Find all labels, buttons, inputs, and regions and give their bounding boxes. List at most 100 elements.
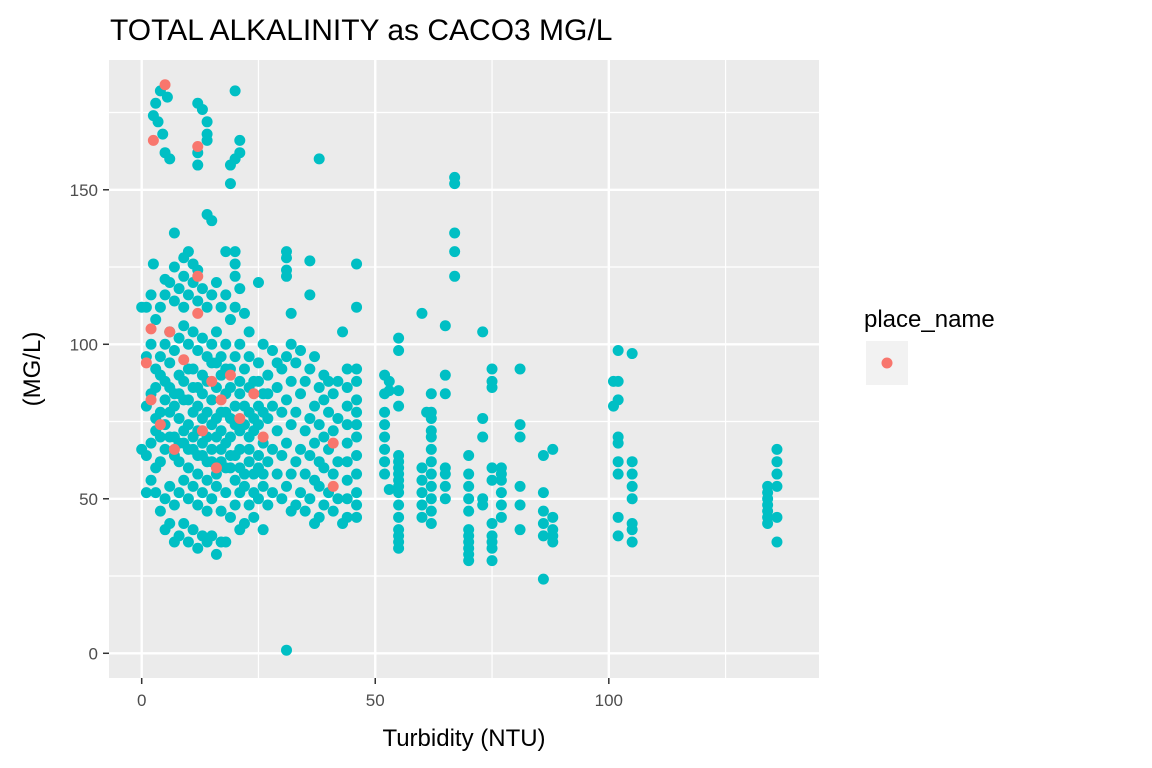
data-point-district-of-columbia	[173, 487, 185, 499]
data-point-district-of-columbia	[266, 487, 278, 499]
data-point-district-of-columbia	[383, 484, 395, 496]
data-point-district-of-columbia	[271, 425, 283, 437]
data-point-district-of-columbia	[607, 400, 619, 412]
data-point-district-of-columbia	[215, 425, 227, 437]
data-point-district-of-columbia	[299, 375, 311, 387]
x-tick-label: 0	[137, 691, 146, 710]
data-point-district-of-columbia	[182, 493, 194, 505]
data-point-district-of-columbia	[262, 388, 274, 400]
data-point-district-of-columbia	[173, 456, 185, 468]
data-point-district-of-columbia	[234, 338, 246, 350]
y-tick-label: 150	[70, 181, 98, 200]
data-point-district-of-columbia	[229, 258, 241, 270]
data-point-district-of-columbia	[439, 480, 451, 492]
data-point-district-of-columbia	[514, 480, 526, 492]
data-point-district-of-columbia	[626, 456, 638, 468]
data-point-district-of-columbia	[290, 456, 302, 468]
data-point-district-of-columbia	[164, 480, 176, 492]
data-point-district-of-columbia	[514, 524, 526, 536]
data-point-district-of-columbia	[477, 412, 489, 424]
data-point-district-of-columbia	[234, 375, 246, 387]
data-point-district-of-columbia	[514, 431, 526, 443]
data-point-district-of-columbia	[337, 518, 349, 529]
x-axis-title: Turbidity (NTU)	[382, 725, 545, 752]
data-point-district-of-columbia	[210, 412, 222, 424]
data-point-district-of-columbia	[290, 406, 302, 418]
data-point-district-of-columbia	[234, 283, 246, 295]
data-point-district-of-columbia	[425, 518, 437, 529]
data-point-district-of-columbia	[626, 536, 638, 548]
data-point-district-of-columbia	[145, 437, 157, 449]
data-point-district-of-columbia	[159, 394, 171, 406]
legend: place_name	[864, 306, 995, 385]
data-point-district-of-columbia	[449, 178, 461, 190]
data-point-district-of-columbia	[351, 375, 363, 387]
data-point-district-of-columbia	[379, 456, 391, 468]
data-point-district-of-columbia	[271, 357, 283, 369]
data-point-district-of-columbia	[271, 468, 283, 480]
data-point-district-of-columbia	[192, 295, 204, 307]
data-point-district-of-columbia	[351, 363, 363, 375]
data-point-district-of-columbia	[229, 246, 241, 258]
data-point-district-of-columbia	[341, 363, 353, 375]
data-point-district-of-columbia	[145, 289, 157, 301]
data-point-district-of-columbia	[150, 314, 162, 326]
data-point-district-of-columbia	[486, 382, 498, 394]
data-point-district-of-columbia	[182, 462, 194, 474]
data-point-district-of-columbia	[210, 480, 222, 492]
data-point-district-of-columbia	[276, 406, 288, 418]
data-point-district-of-columbia	[351, 394, 363, 406]
data-point-district-of-columbia	[537, 518, 549, 529]
data-point-district-of-columbia	[612, 468, 624, 480]
data-point-district-of-columbia	[313, 419, 325, 431]
data-point-district-of-columbia	[187, 326, 199, 338]
data-point-district-of-columbia	[210, 276, 222, 288]
data-point-district-of-columbia	[327, 505, 339, 517]
data-point-district-of-columbia	[327, 425, 339, 437]
data-point-district-of-columbia	[337, 326, 349, 338]
data-point-district-of-columbia	[164, 406, 176, 418]
data-point-district-of-columbia	[514, 363, 526, 375]
data-point-district-of-columbia	[463, 480, 475, 492]
data-point-district-of-columbia	[159, 273, 171, 285]
data-point-district-of-columbia	[243, 351, 255, 363]
data-point-district-of-columbia	[425, 468, 437, 480]
data-point-district-of-columbia	[449, 270, 461, 282]
data-point-district-of-columbia	[136, 301, 148, 313]
data-point-district-of-columbia	[145, 474, 157, 486]
data-point-arlington-county	[164, 326, 176, 338]
data-point-district-of-columbia	[393, 542, 405, 554]
data-point-district-of-columbia	[201, 301, 213, 313]
data-point-district-of-columbia	[425, 388, 437, 400]
data-point-district-of-columbia	[243, 443, 255, 455]
data-point-district-of-columbia	[537, 505, 549, 517]
y-tick-label: 0	[89, 644, 98, 663]
data-point-district-of-columbia	[154, 301, 166, 313]
data-point-district-of-columbia	[168, 295, 180, 307]
data-point-district-of-columbia	[304, 450, 316, 462]
data-point-district-of-columbia	[351, 419, 363, 431]
legend-marker-arlington-county	[881, 357, 893, 369]
data-point-district-of-columbia	[281, 270, 292, 282]
data-point-district-of-columbia	[313, 456, 325, 468]
data-point-district-of-columbia	[537, 487, 549, 499]
data-point-district-of-columbia	[196, 450, 208, 462]
data-point-district-of-columbia	[309, 518, 321, 529]
data-point-district-of-columbia	[154, 351, 166, 363]
data-point-district-of-columbia	[281, 394, 292, 406]
data-point-district-of-columbia	[332, 375, 344, 387]
data-point-district-of-columbia	[285, 307, 297, 319]
data-point-district-of-columbia	[168, 536, 180, 548]
data-point-district-of-columbia	[612, 530, 624, 542]
data-point-district-of-columbia	[229, 85, 241, 97]
data-point-district-of-columbia	[379, 468, 391, 480]
data-point-district-of-columbia	[201, 474, 213, 486]
data-point-district-of-columbia	[224, 431, 236, 443]
data-point-district-of-columbia	[157, 128, 169, 140]
data-point-district-of-columbia	[238, 363, 250, 375]
data-point-district-of-columbia	[477, 493, 489, 505]
data-point-district-of-columbia	[612, 456, 624, 468]
plot-panel	[109, 60, 819, 678]
data-point-arlington-county	[168, 443, 180, 455]
